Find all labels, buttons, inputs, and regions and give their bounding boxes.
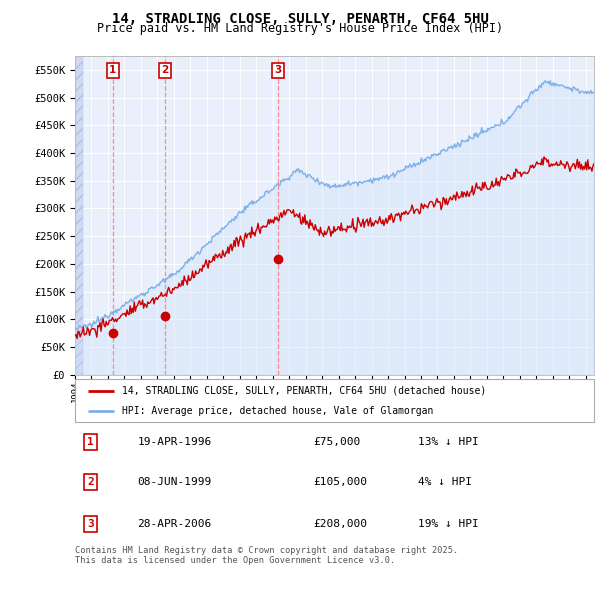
- Text: Price paid vs. HM Land Registry's House Price Index (HPI): Price paid vs. HM Land Registry's House …: [97, 22, 503, 35]
- Text: 19% ↓ HPI: 19% ↓ HPI: [418, 519, 478, 529]
- Text: 28-APR-2006: 28-APR-2006: [137, 519, 212, 529]
- Text: £105,000: £105,000: [314, 477, 368, 487]
- Text: 19-APR-1996: 19-APR-1996: [137, 437, 212, 447]
- Text: 3: 3: [275, 65, 282, 76]
- Text: 4% ↓ HPI: 4% ↓ HPI: [418, 477, 472, 487]
- Text: 1: 1: [87, 437, 94, 447]
- Text: Contains HM Land Registry data © Crown copyright and database right 2025.
This d: Contains HM Land Registry data © Crown c…: [75, 546, 458, 565]
- Bar: [75, 56, 83, 375]
- Text: 13% ↓ HPI: 13% ↓ HPI: [418, 437, 478, 447]
- Text: 2: 2: [87, 477, 94, 487]
- Text: 14, STRADLING CLOSE, SULLY, PENARTH, CF64 5HU: 14, STRADLING CLOSE, SULLY, PENARTH, CF6…: [112, 12, 488, 26]
- Text: 1: 1: [109, 65, 116, 76]
- Text: 14, STRADLING CLOSE, SULLY, PENARTH, CF64 5HU (detached house): 14, STRADLING CLOSE, SULLY, PENARTH, CF6…: [122, 386, 486, 396]
- Text: 08-JUN-1999: 08-JUN-1999: [137, 477, 212, 487]
- Text: HPI: Average price, detached house, Vale of Glamorgan: HPI: Average price, detached house, Vale…: [122, 407, 433, 416]
- Text: £208,000: £208,000: [314, 519, 368, 529]
- Text: 3: 3: [87, 519, 94, 529]
- Text: £75,000: £75,000: [314, 437, 361, 447]
- FancyBboxPatch shape: [75, 379, 594, 422]
- Text: 2: 2: [161, 65, 169, 76]
